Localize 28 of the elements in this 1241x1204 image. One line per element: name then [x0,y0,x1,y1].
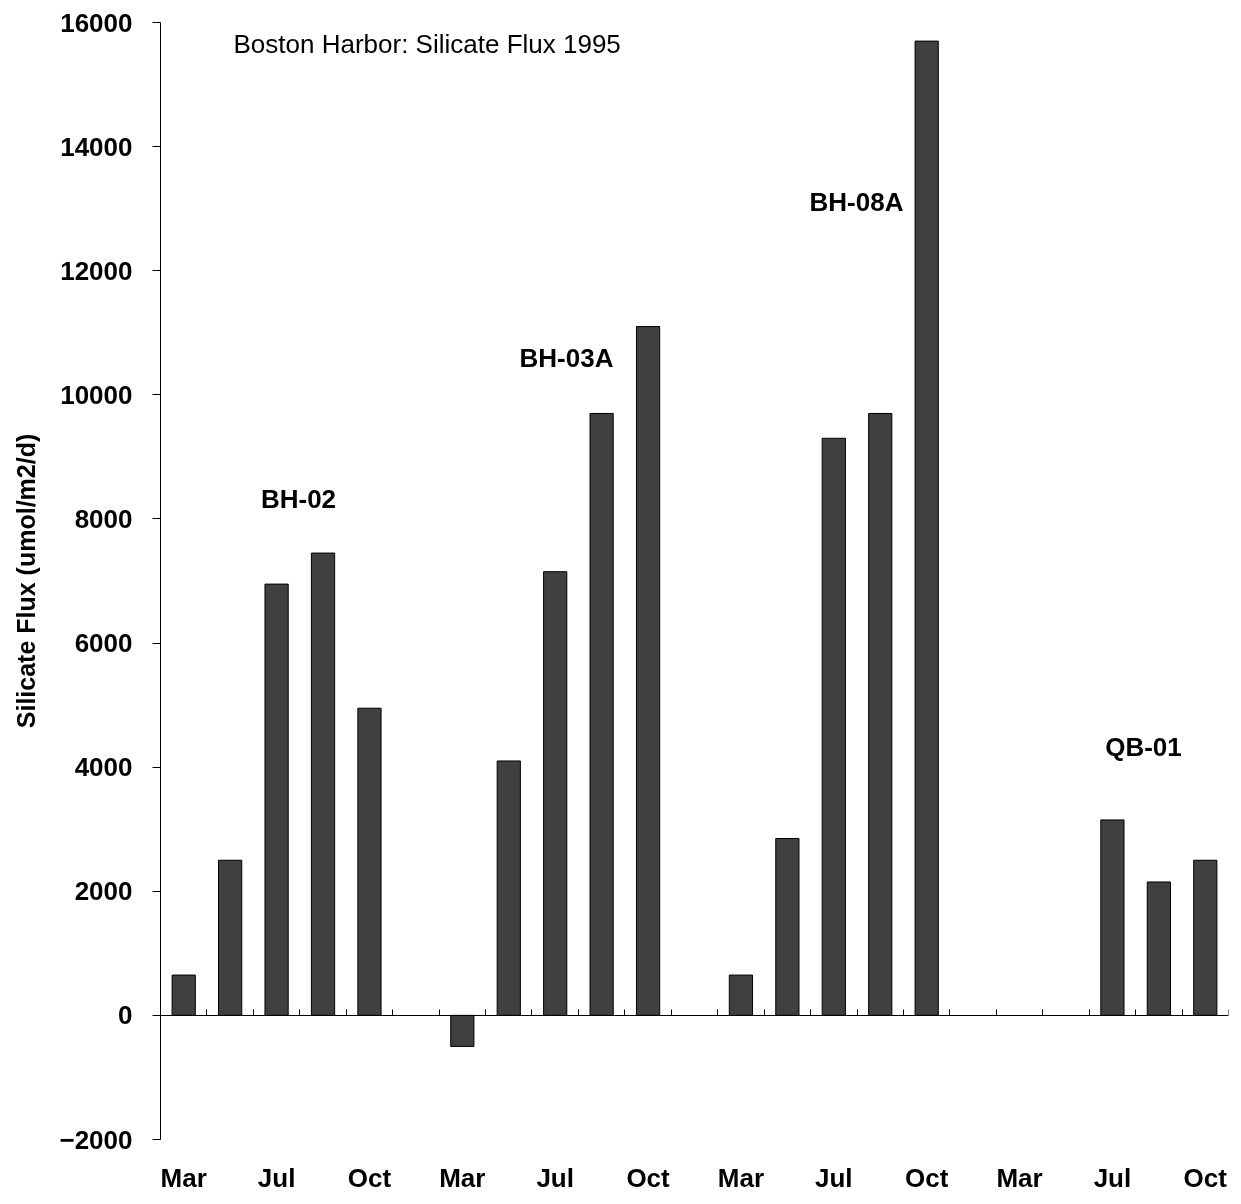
x-tick-label: Oct [626,1162,671,1193]
annotation: BH-08A [809,186,904,217]
y-tick-label: 4000 [74,752,133,783]
x-tick-label: Oct [1183,1162,1228,1193]
x-tick-label: Jul [257,1162,296,1193]
x-tick-label: Jul [536,1162,574,1193]
x-tick-label: Mar [717,1162,765,1193]
x-tick-label: Mar [996,1162,1043,1193]
x-tick-label: Mar [160,1162,207,1193]
annotation: BH-02 [260,483,337,514]
x-tick-label: Jul [1093,1162,1132,1193]
y-tick-label: 10000 [60,379,133,410]
y-tick-label: 0 [118,1000,133,1031]
annotation: BH-03A [519,342,614,373]
x-tick-label: Oct [347,1162,392,1193]
y-axis-title: Silicate Flux (umol/m2/d) [12,433,41,729]
x-tick-label: Oct [905,1162,949,1193]
x-tick-label: Mar [439,1162,486,1193]
annotation: QB-01 [1105,731,1182,762]
y-tick-label: 2000 [74,876,133,907]
y-tick-label: −2000 [59,1124,133,1155]
x-tick-label: Jul [815,1162,853,1193]
y-tick-label: 12000 [60,255,133,286]
chart-title: Boston Harbor: Silicate Flux 1995 [233,28,621,59]
y-tick-label: 8000 [74,503,133,534]
y-tick-label: 16000 [60,7,133,38]
y-tick-label: 14000 [60,131,133,162]
y-tick-label: 6000 [74,628,133,659]
